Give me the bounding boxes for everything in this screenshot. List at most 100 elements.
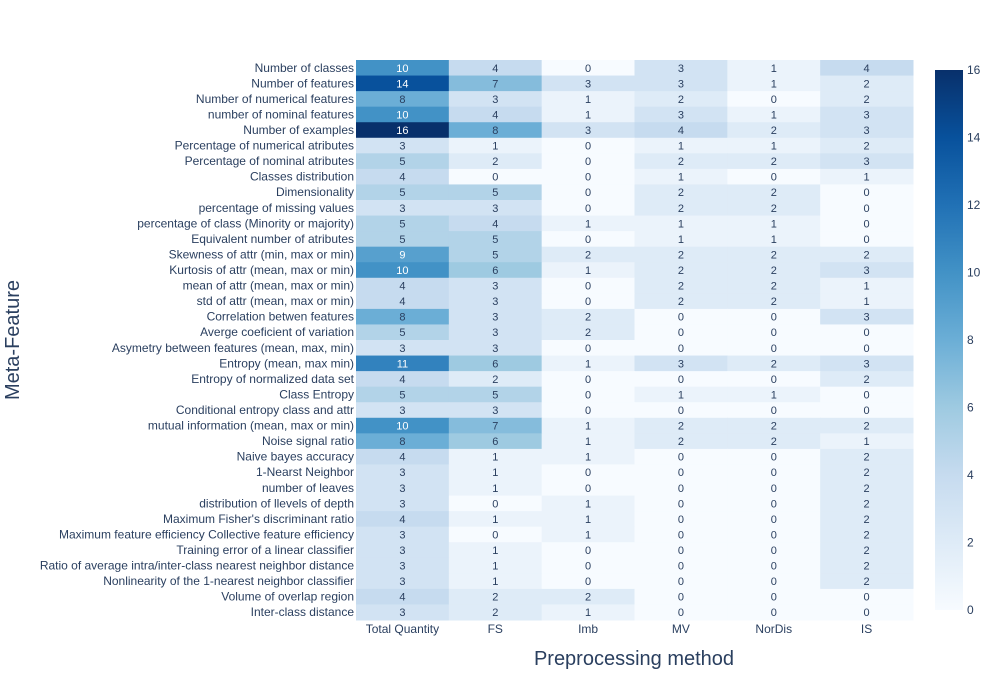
cell-value-label: 2: [864, 94, 870, 106]
heatmap-cell: [727, 231, 821, 248]
cell-value-label: 3: [399, 545, 405, 557]
cell-value-label: 2: [678, 296, 684, 308]
cell-value-label: 3: [492, 281, 498, 293]
heatmap-cell: [356, 433, 450, 450]
cell-value-label: 1: [585, 498, 591, 510]
cell-value-label: 2: [864, 545, 870, 557]
cell-value-label: 0: [864, 592, 870, 604]
cell-value-label: 3: [492, 327, 498, 339]
row-label: Correlation betwen features: [207, 310, 354, 324]
column-label: MV: [672, 622, 690, 636]
heatmap-cell: [820, 573, 914, 590]
column-label: NorDis: [755, 622, 792, 636]
cell-value-label: 0: [585, 141, 591, 153]
cell-value-label: 1: [492, 452, 498, 464]
heatmap-cell: [448, 464, 543, 481]
cell-value-label: 3: [864, 312, 870, 324]
cell-value-label: 5: [399, 327, 405, 339]
heatmap-cell: [356, 184, 450, 201]
heatmap-cell: [448, 153, 543, 170]
cell-value-label: 1: [585, 436, 591, 448]
cell-value-label: 1: [771, 109, 777, 121]
cell-value-label: 2: [585, 327, 591, 339]
heatmap-cell: [356, 262, 450, 279]
heatmap-cell: [727, 340, 821, 357]
cell-value-label: 0: [864, 187, 870, 199]
cell-value-label: 0: [771, 312, 777, 324]
colorbar-tick-label: 0: [967, 603, 974, 617]
cell-value-label: 8: [399, 312, 405, 324]
heatmap-cell: [820, 231, 914, 248]
cell-value-label: 2: [864, 421, 870, 433]
heatmap-cell: [634, 122, 728, 139]
cell-value-label: 0: [492, 498, 498, 510]
cell-value-label: 0: [585, 203, 591, 215]
heatmap-cell: [541, 448, 635, 465]
heatmap-cell: [541, 60, 635, 77]
cell-value-label: 1: [492, 576, 498, 588]
cell-value-label: 10: [396, 265, 408, 277]
heatmap-cell: [820, 122, 914, 139]
row-label: 1-Nearst Neighbor: [256, 465, 354, 479]
cell-value-label: 1: [771, 78, 777, 90]
cell-value-label: 3: [399, 561, 405, 573]
heatmap-cell: [356, 573, 450, 590]
column-label: IS: [861, 622, 872, 636]
heatmap-cell: [541, 480, 635, 497]
heatmap-cell: [356, 91, 450, 108]
heatmap-cell: [634, 153, 728, 170]
cell-value-label: 0: [585, 576, 591, 588]
heatmap-cell: [541, 91, 635, 108]
cell-value-label: 2: [678, 421, 684, 433]
heatmap-cell: [727, 91, 821, 108]
cell-value-label: 5: [492, 234, 498, 246]
row-label: Class Entropy: [279, 387, 354, 401]
row-label: Ratio of average intra/inter-class neare…: [40, 559, 355, 573]
heatmap-cell: [820, 293, 914, 310]
heatmap-cell: [356, 511, 450, 528]
heatmap-cell: [727, 153, 821, 170]
cell-value-label: 3: [492, 312, 498, 324]
cell-value-label: 0: [771, 374, 777, 386]
heatmap-cell: [820, 464, 914, 481]
cell-value-label: 0: [585, 467, 591, 479]
cell-value-label: 1: [678, 389, 684, 401]
heatmap-cell: [448, 386, 543, 403]
heatmap-cell: [356, 106, 450, 123]
row-label: Equivalent number of atributes: [191, 232, 354, 246]
heatmap-cell: [356, 480, 450, 497]
row-label: Percentage of nominal atributes: [185, 154, 354, 168]
cell-value-label: 1: [585, 94, 591, 106]
heatmap-cell: [820, 480, 914, 497]
heatmap-cell: [448, 340, 543, 357]
heatmap-cell: [634, 402, 728, 419]
heatmap-cell: [541, 557, 635, 574]
heatmap-cell: [541, 542, 635, 559]
cell-value-label: 10: [396, 109, 408, 121]
heatmap-cell: [727, 75, 821, 92]
cell-value-label: 3: [399, 498, 405, 510]
cell-value-label: 2: [492, 592, 498, 604]
cell-value-label: 2: [771, 125, 777, 137]
cell-value-label: 0: [771, 343, 777, 355]
row-label: Maximum feature efficiency Collective fe…: [59, 527, 354, 541]
heatmap-cell: [634, 277, 728, 294]
x-axis-title: Preprocessing method: [534, 648, 734, 670]
cell-value-label: 0: [585, 281, 591, 293]
row-label: percentage of missing values: [199, 201, 354, 215]
heatmap-cell: [541, 75, 635, 92]
cell-value-label: 2: [864, 249, 870, 261]
heatmap-cell: [727, 386, 821, 403]
cell-value-label: 3: [678, 78, 684, 90]
cell-value-label: 2: [864, 78, 870, 90]
colorbar-gradient: [935, 70, 963, 610]
cell-value-label: 1: [492, 467, 498, 479]
row-label: Nonlinearity of the 1-nearest neighbor c…: [103, 574, 354, 588]
heatmap-cell: [356, 526, 450, 543]
cell-value-label: 0: [678, 452, 684, 464]
cell-value-label: 11: [397, 358, 408, 370]
heatmap-cell: [356, 60, 450, 77]
heatmap-cell: [541, 293, 635, 310]
cell-value-label: 3: [399, 141, 405, 153]
row-label: Number of examples: [243, 123, 354, 137]
